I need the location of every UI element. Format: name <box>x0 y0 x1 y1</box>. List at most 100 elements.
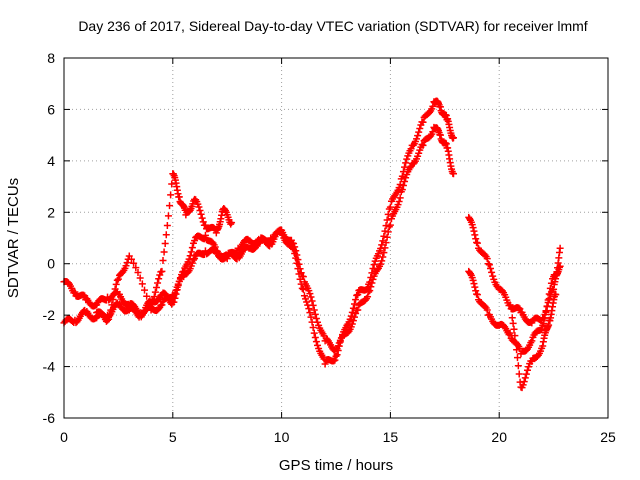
trace-marker <box>384 210 392 218</box>
data-point <box>158 301 166 309</box>
trace-marker <box>489 272 497 280</box>
data-point <box>201 231 209 239</box>
trace-marker <box>334 346 342 354</box>
y-tick-label: 6 <box>47 101 55 117</box>
data-point <box>386 203 394 211</box>
trace-marker <box>306 290 314 298</box>
data-point <box>552 291 560 299</box>
trace-marker <box>378 241 386 249</box>
x-tick-label: 20 <box>491 429 507 445</box>
trace-marker <box>515 304 523 312</box>
trace-marker <box>109 296 117 304</box>
trace-marker <box>350 300 358 308</box>
trace-marker <box>186 252 194 260</box>
trace-marker <box>295 270 303 278</box>
trace-marker <box>312 338 320 346</box>
trace-marker <box>166 202 174 210</box>
trace-marker <box>383 216 391 224</box>
x-tick-label: 0 <box>60 429 68 445</box>
trace-marker <box>399 168 407 176</box>
trace-marker <box>188 259 196 267</box>
trace-marker <box>368 269 376 277</box>
trace-marker <box>174 281 182 289</box>
trace-marker <box>515 370 523 378</box>
trace-marker <box>155 275 163 283</box>
trace-marker <box>522 370 530 378</box>
trace-marker <box>485 261 493 269</box>
x-tick-label: 25 <box>600 429 616 445</box>
trace-marker <box>415 149 423 157</box>
trace-marker <box>163 222 171 230</box>
trace-marker <box>399 182 407 190</box>
trace-marker <box>176 274 184 282</box>
trace-marker <box>382 222 390 230</box>
trace-marker <box>161 239 169 247</box>
trace-marker <box>472 287 480 295</box>
trace-marker <box>471 283 479 291</box>
trace-marker <box>164 212 172 220</box>
trace-marker <box>396 180 404 188</box>
trace-marker <box>516 305 524 313</box>
plot-frame <box>63 57 609 419</box>
data-point <box>332 352 340 360</box>
axes: 0 5 10 15 20 25 -6 -4 -2 0 2 4 6 8 <box>43 50 616 445</box>
trace-marker <box>414 132 422 140</box>
trace-marker <box>307 293 315 301</box>
trace-marker <box>105 315 113 323</box>
trace-marker <box>336 338 344 346</box>
trace-marker <box>380 232 388 240</box>
trace-marker <box>547 279 555 287</box>
plot-area <box>60 97 564 392</box>
trace-marker <box>418 141 426 149</box>
data-point <box>288 244 296 252</box>
series-track-4 <box>465 213 564 327</box>
trace-marker <box>304 301 312 309</box>
trace-marker <box>510 325 518 333</box>
trace-marker <box>394 201 402 209</box>
trace-marker <box>311 333 319 341</box>
x-tick-label: 5 <box>169 429 177 445</box>
data-point <box>484 260 492 268</box>
trace-marker <box>379 237 387 245</box>
trace-marker <box>395 197 403 205</box>
trace-marker <box>349 304 357 312</box>
trace-marker <box>521 374 529 382</box>
trace-marker <box>136 274 144 282</box>
data-point <box>450 134 458 142</box>
data-point <box>506 329 514 337</box>
trace-marker <box>385 223 393 231</box>
data-point <box>228 219 236 227</box>
data-point <box>473 239 481 247</box>
trace-marker <box>383 233 391 241</box>
trace-marker <box>370 261 378 269</box>
trace-marker <box>127 255 135 263</box>
trace-marker <box>167 191 175 199</box>
trace-marker <box>305 305 313 313</box>
y-tick-label: 0 <box>47 256 55 272</box>
data-point <box>71 288 79 296</box>
trace-marker <box>488 268 496 276</box>
trace-marker <box>308 297 316 305</box>
trace-marker <box>380 249 388 257</box>
trace-marker <box>403 155 411 163</box>
trace-marker <box>172 290 180 298</box>
trace-marker <box>312 314 320 322</box>
trace-marker <box>188 244 196 252</box>
trace-marker <box>377 260 385 268</box>
trace-marker <box>513 354 521 362</box>
trace-marker <box>297 280 305 288</box>
trace-marker <box>415 128 423 136</box>
trace-marker <box>303 298 311 306</box>
trace-marker <box>308 318 316 326</box>
trace-marker <box>108 301 116 309</box>
trace-marker <box>350 313 358 321</box>
trace-marker <box>298 284 306 292</box>
trace-marker <box>151 288 159 296</box>
y-tick-label: 4 <box>47 153 55 169</box>
trace-marker <box>369 265 377 273</box>
trace-marker <box>525 363 533 371</box>
data-point <box>506 301 514 309</box>
trace-marker <box>364 284 372 292</box>
trace-marker <box>162 231 170 239</box>
